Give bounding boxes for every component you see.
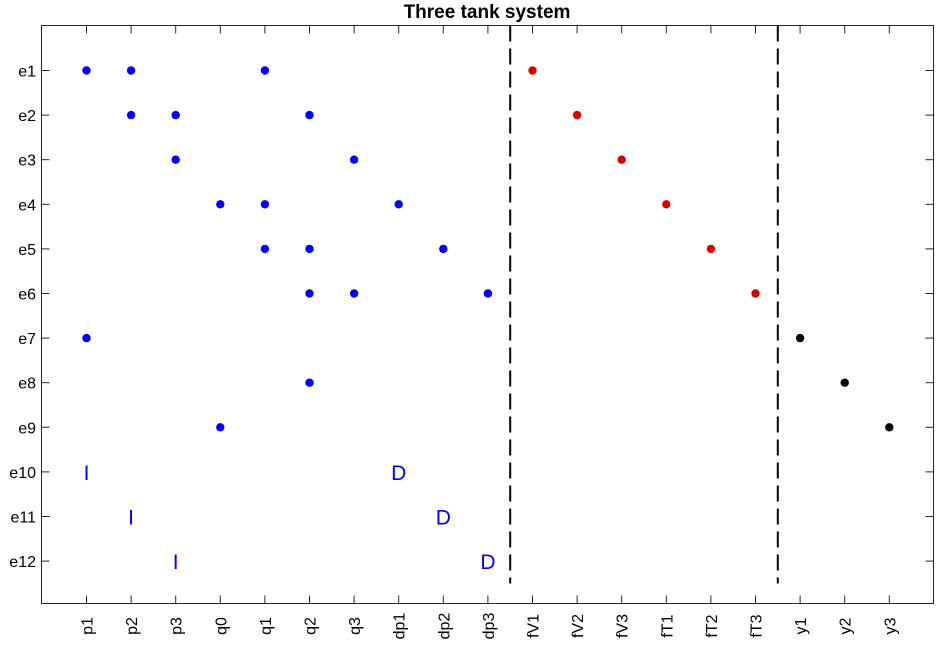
point-fault-fV2-e2 — [572, 110, 582, 120]
text-marker-D-dp2: D — [436, 507, 451, 530]
x-tick-label: p2 — [124, 617, 141, 635]
point-unknown-dp3-e6 — [483, 289, 493, 298]
x-tick-label: dp3 — [481, 613, 498, 640]
text-marker-I-p2: I — [128, 507, 134, 530]
point-unknown-q3-e6 — [349, 289, 359, 298]
point-unknown-q0-e4 — [216, 200, 225, 209]
text-marker-I-p1: I — [84, 462, 90, 485]
x-tick-label: fT2 — [704, 614, 721, 637]
point-fault-fT1-e4 — [662, 200, 671, 209]
x-tick-label: p1 — [80, 617, 97, 635]
point-known-y2-e8 — [840, 378, 849, 387]
x-tick-label: fV2 — [570, 614, 587, 638]
point-unknown-q2-e8 — [305, 378, 314, 387]
y-tick-label: e3 — [18, 153, 36, 170]
text-marker-D-dp3: D — [480, 551, 495, 574]
point-unknown-q1-e4 — [260, 200, 270, 209]
point-unknown-p3-e3 — [171, 155, 180, 164]
y-tick-label: e12 — [9, 554, 36, 571]
x-tick-label: y2 — [838, 617, 855, 634]
x-tick-label: y3 — [882, 617, 899, 634]
chart-title: Three tank system — [404, 2, 571, 23]
y-tick-label: e10 — [9, 465, 36, 482]
text-marker-D-dp1: D — [391, 462, 406, 485]
y-tick-label: e9 — [18, 420, 36, 437]
y-tick-label: e11 — [10, 510, 36, 527]
y-tick-label: e5 — [18, 242, 36, 259]
y-tick-label: e1 — [18, 64, 36, 81]
y-tick-label: e6 — [18, 287, 36, 304]
point-fault-fT2-e5 — [706, 244, 716, 254]
plot-area — [41, 25, 934, 604]
x-tick-label: q1 — [258, 617, 275, 635]
y-tick-label: e4 — [18, 197, 36, 214]
point-unknown-p2-e2 — [126, 110, 136, 120]
point-unknown-q2-e6 — [305, 289, 314, 298]
point-unknown-q0-e9 — [216, 423, 225, 432]
point-unknown-q1-e5 — [260, 244, 270, 254]
x-tick-label: q3 — [347, 617, 364, 635]
x-tick-label: fT1 — [659, 614, 676, 637]
point-unknown-q1-e1 — [260, 66, 270, 75]
point-fault-fV3-e3 — [617, 155, 626, 164]
x-tick-label: y1 — [793, 617, 810, 634]
separators — [509, 25, 779, 584]
x-tick-label: fT3 — [749, 614, 766, 637]
x-tick-label: p3 — [169, 617, 186, 635]
text-markers: I I I D D D — [84, 462, 496, 574]
point-unknown-p1-e1 — [82, 66, 91, 75]
x-tick-label: dp2 — [436, 613, 453, 640]
x-tick-label: fV1 — [526, 614, 543, 638]
point-unknown-dp1-e4 — [394, 200, 403, 209]
point-fault-fT3-e6 — [751, 289, 760, 298]
point-unknown-dp2-e5 — [439, 244, 448, 254]
point-unknown-p2-e1 — [126, 66, 136, 75]
point-unknown-q3-e3 — [349, 155, 359, 164]
point-unknown-q2-e2 — [305, 110, 314, 120]
y-tick-label: e8 — [18, 376, 36, 393]
x-tick-label: q2 — [303, 617, 320, 635]
x-tick-label: q0 — [213, 617, 230, 635]
point-unknown-p3-e2 — [171, 110, 180, 120]
point-known-y1-e7 — [795, 333, 805, 343]
text-marker-I-p3: I — [173, 551, 179, 574]
point-unknown-q2-e5 — [305, 244, 314, 254]
point-known-y3-e9 — [885, 423, 894, 432]
point-fault-fV1-e1 — [528, 66, 537, 75]
x-tick-label: fV3 — [615, 614, 632, 638]
x-axis: p1 p2 p3 q0 q1 q2 q3 dp1 dp2 dp3 fV1 fV2 fV3 fT1 fT2 fT… — [80, 25, 899, 640]
y-tick-label: e2 — [18, 108, 36, 125]
point-unknown-p1-e7 — [82, 333, 91, 343]
y-tick-label: e7 — [18, 331, 36, 348]
x-tick-label: dp1 — [392, 613, 409, 640]
y-axis: e1 e2 e3 e4 e5 e6 e7 e8 e9 e10 e11 e12 — [9, 64, 934, 571]
data-points — [82, 66, 894, 432]
